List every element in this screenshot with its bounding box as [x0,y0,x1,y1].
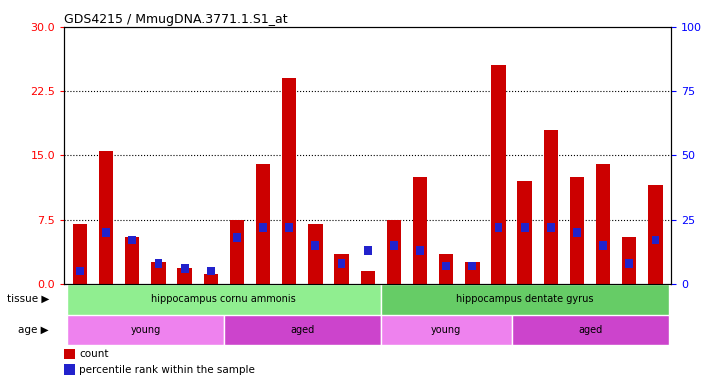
Bar [547,223,555,232]
Bar [177,268,192,284]
Bar [223,314,381,346]
Bar [64,349,75,359]
Bar [652,236,660,245]
Bar [154,259,162,268]
Bar [416,246,424,255]
Text: young: young [130,325,161,335]
Bar [64,364,75,375]
Text: count: count [79,349,109,359]
Bar [573,228,581,237]
Bar [256,164,271,284]
Bar [181,264,188,273]
Bar [282,78,296,284]
Bar [76,267,84,275]
Bar [230,220,244,284]
Bar [512,314,668,346]
Bar [67,314,223,346]
Bar [73,224,87,284]
Bar [570,177,584,284]
Bar [596,164,610,284]
Bar [625,259,633,268]
Text: age ▶: age ▶ [19,325,49,335]
Bar [521,223,528,232]
Bar [468,262,476,270]
Text: GDS4215 / MmugDNA.3771.1.S1_at: GDS4215 / MmugDNA.3771.1.S1_at [64,13,288,26]
Bar [334,254,348,284]
Bar [99,151,114,284]
Text: aged: aged [290,325,314,335]
Bar [491,65,506,284]
Bar [102,228,110,237]
Bar [67,284,381,314]
Text: tissue ▶: tissue ▶ [6,294,49,304]
Text: young: young [431,325,461,335]
Bar [311,241,319,250]
Bar [543,130,558,284]
Bar [259,223,267,232]
Bar [648,185,663,284]
Bar [465,262,480,284]
Bar [387,220,401,284]
Bar [381,284,668,314]
Text: aged: aged [578,325,602,335]
Bar [151,262,166,284]
Bar [495,223,503,232]
Bar [439,254,453,284]
Bar [413,177,427,284]
Text: hippocampus cornu ammonis: hippocampus cornu ammonis [151,294,296,304]
Bar [233,233,241,242]
Bar [338,259,346,268]
Bar [390,241,398,250]
Bar [361,271,375,284]
Text: percentile rank within the sample: percentile rank within the sample [79,364,256,374]
Bar [125,237,139,284]
Bar [308,224,323,284]
Bar [286,223,293,232]
Bar [207,267,215,275]
Bar [203,273,218,284]
Bar [381,314,512,346]
Bar [364,246,371,255]
Bar [518,181,532,284]
Bar [442,262,450,270]
Bar [599,241,607,250]
Text: hippocampus dentate gyrus: hippocampus dentate gyrus [456,294,593,304]
Bar [129,236,136,245]
Bar [622,237,636,284]
